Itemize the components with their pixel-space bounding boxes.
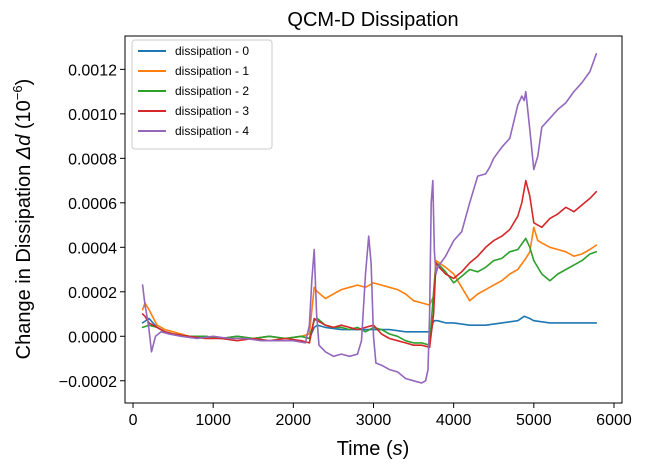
legend-label-4: dissipation - 4 bbox=[175, 124, 249, 138]
legend-label-0: dissipation - 0 bbox=[175, 44, 249, 58]
x-tick-label: 2000 bbox=[276, 412, 312, 429]
x-tick-label: 0 bbox=[129, 412, 138, 429]
plot-area bbox=[124, 35, 623, 404]
series-group bbox=[141, 52, 598, 384]
y-axis: −0.0002 0.0000 0.0002 0.0004 0.0006 0.0008 0.0… bbox=[59, 62, 125, 391]
chart-title: QCM-D Dissipation bbox=[287, 9, 458, 31]
legend-label-1: dissipation - 1 bbox=[175, 64, 249, 78]
legend-box bbox=[131, 39, 273, 150]
y-tick-label: 0.0000 bbox=[68, 329, 117, 346]
x-tick-label: 5000 bbox=[516, 412, 552, 429]
y-tick-label: 0.0010 bbox=[68, 107, 117, 124]
legend-label-2: dissipation - 2 bbox=[175, 84, 249, 98]
x-axis: 0 1000 2000 3000 4000 5000 6000 bbox=[129, 403, 632, 429]
y-tick-label: 0.0004 bbox=[68, 240, 117, 257]
x-tick-label: 3000 bbox=[356, 412, 392, 429]
y-tick-label: 0.0012 bbox=[68, 62, 117, 79]
x-tick-label: 1000 bbox=[195, 412, 231, 429]
x-tick-label: 4000 bbox=[436, 412, 472, 429]
y-axis-label: Change in Dissipation Δd (10−6) bbox=[10, 79, 35, 360]
legend-label-3: dissipation - 3 bbox=[175, 104, 249, 118]
y-tick-label: 0.0008 bbox=[68, 151, 117, 168]
series-line-4 bbox=[141, 52, 598, 384]
y-tick-label: −0.0002 bbox=[59, 374, 117, 391]
x-tick-label: 6000 bbox=[596, 412, 632, 429]
legend: dissipation - 0 dissipation - 1 dissipatio… bbox=[131, 39, 273, 150]
y-tick-label: 0.0006 bbox=[68, 196, 117, 213]
x-axis-label: Time (s) bbox=[337, 438, 410, 460]
y-tick-label: 0.0002 bbox=[68, 285, 117, 302]
series-line-3 bbox=[141, 179, 598, 349]
